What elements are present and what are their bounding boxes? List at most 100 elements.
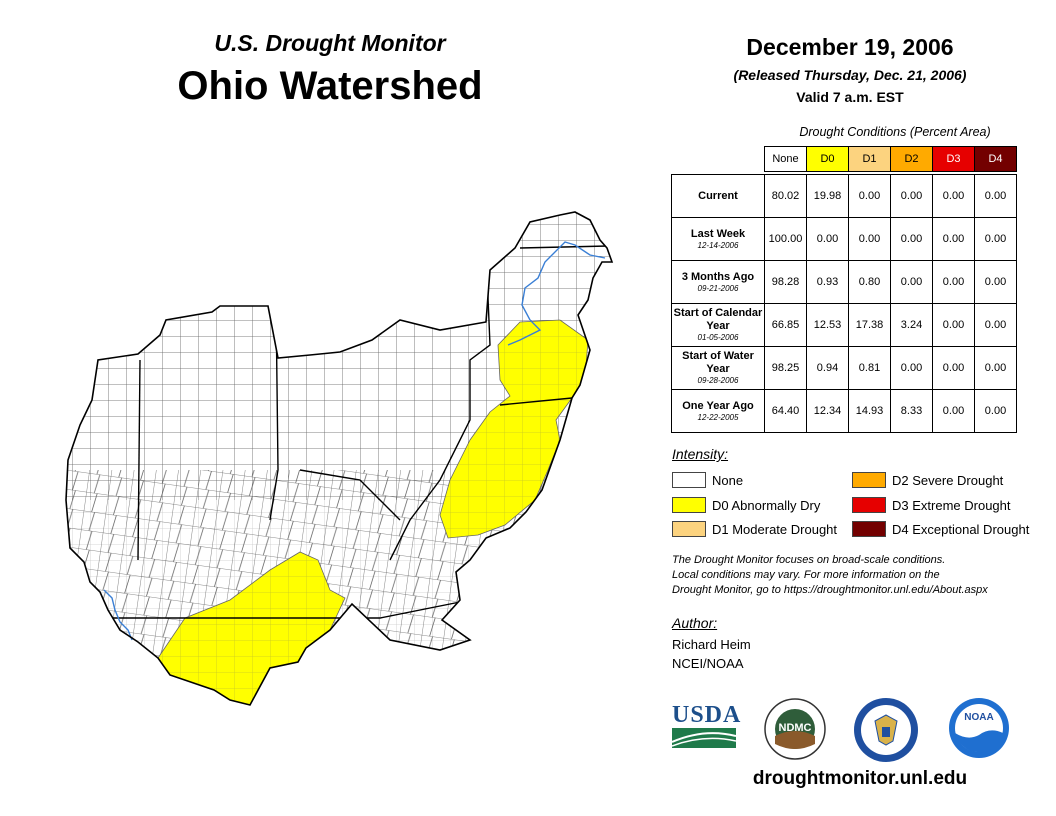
legend-title: Intensity: (672, 446, 729, 462)
legend-swatch (852, 472, 886, 488)
legend-swatch (852, 497, 886, 513)
usda-logo-swoosh (671, 728, 737, 748)
basin-region (65, 211, 613, 706)
column-header-d3: D3 (932, 146, 975, 172)
table-cell: 0.00 (890, 346, 933, 390)
table-cell: 8.33 (890, 389, 933, 433)
table-cell: 0.00 (806, 217, 849, 261)
map-subtitle: U.S. Drought Monitor (214, 30, 446, 56)
watershed-map (65, 211, 613, 706)
disclaimer-note: The Drought Monitor focuses on broad-sca… (672, 553, 1052, 598)
usda-logo: USDA (671, 702, 742, 748)
row-label-text: Start of Water Year (682, 350, 754, 375)
table-row: Start of Calendar Year 01-05-2006 66.85 12.… (671, 303, 1017, 347)
legend-label: D2 Severe Drought (892, 472, 1004, 488)
table-cell: 0.00 (848, 217, 891, 261)
table-cell: 0.00 (932, 174, 975, 218)
legend-label: D0 Abnormally Dry (712, 497, 821, 513)
drought-conditions-table: None D0 D1 D2 D3 D4 Current 80.02 19.98 0.00 0.00 0… (671, 146, 1017, 433)
table-row: 3 Months Ago 09-21-2006 98.28 0.93 0.80 0.00 0… (671, 260, 1017, 304)
ndmc-logo: NDMC (764, 698, 826, 760)
table-cell: 0.00 (932, 346, 975, 390)
ndmc-seal (764, 698, 826, 760)
row-date: 12-14-2006 (697, 240, 739, 250)
noaa-logo: NOAA (948, 697, 1010, 759)
column-header-d0: D0 (806, 146, 849, 172)
river-allegheny (507, 241, 606, 346)
column-header-d2: D2 (890, 146, 933, 172)
map-title: Ohio Watershed (177, 64, 483, 108)
legend-swatch (672, 497, 706, 513)
legend-item-d0: D0 Abnormally Dry (672, 497, 820, 513)
legend-label: D4 Exceptional Drought (892, 521, 1030, 537)
legend-label: D1 Moderate Drought (712, 521, 838, 537)
river-mississippi (103, 589, 133, 641)
table-cell: 98.25 (764, 346, 807, 390)
legend-item-none: None (672, 472, 743, 488)
row-label-text: One Year Ago (682, 399, 754, 412)
legend-item-d4: D4 Exceptional Drought (852, 521, 1029, 537)
release-date: (Released Thursday, Dec. 21, 2006) (733, 67, 967, 83)
legend-swatch (672, 521, 706, 537)
ndmc-label: NDMC (778, 722, 812, 734)
website-url[interactable]: droughtmonitor.unl.edu (752, 768, 968, 789)
legend-label: D3 Extreme Drought (892, 497, 1011, 513)
note-line: Local conditions may vary. For more info… (672, 569, 940, 581)
table-row: Start of Water Year 09-28-2006 98.25 0.94 0.… (671, 346, 1017, 390)
table-cell: 0.81 (848, 346, 891, 390)
table-cell: 0.00 (974, 346, 1017, 390)
legend-swatch (852, 521, 886, 537)
table-row: Current 80.02 19.98 0.00 0.00 0.00 0.00 (671, 174, 1017, 218)
legend-item-d1: D1 Moderate Drought (672, 521, 837, 537)
legend-label: None (712, 472, 744, 488)
row-label: Last Week 12-14-2006 (671, 217, 765, 261)
table-cell: 12.53 (806, 303, 849, 347)
table-caption: Drought Conditions (Percent Area) (799, 125, 991, 139)
table-cell: 80.02 (764, 174, 807, 218)
rivers (103, 241, 606, 641)
noaa-label: NOAA (964, 712, 994, 723)
table-cell: 19.98 (806, 174, 849, 218)
author-name: Richard Heim (672, 637, 751, 652)
note-line: Drought Monitor, go to https://droughtmo… (672, 584, 988, 596)
column-header-d1: D1 (848, 146, 891, 172)
table-cell: 0.00 (974, 389, 1017, 433)
table-cell: 0.94 (806, 346, 849, 390)
author-org: NCEI/NOAA (672, 656, 744, 671)
table-cell: 0.93 (806, 260, 849, 304)
table-cell: 0.00 (932, 389, 975, 433)
state-lines (110, 245, 609, 619)
table-cell: 0.00 (890, 217, 933, 261)
table-cell: 98.28 (764, 260, 807, 304)
column-header-none: None (764, 146, 807, 172)
table-cell: 0.00 (890, 174, 933, 218)
row-label-text: Start of Calendar Year (673, 307, 763, 332)
map-date: December 19, 2006 (746, 34, 954, 60)
table-cell: 0.00 (932, 260, 975, 304)
row-date: 12-22-2005 (697, 412, 739, 422)
row-label: Start of Water Year 09-28-2006 (671, 346, 765, 390)
table-cell: 17.38 (848, 303, 891, 347)
note-line: The Drought Monitor focuses on broad-sca… (672, 554, 946, 566)
table-corner (672, 147, 765, 172)
legend-swatch (672, 472, 706, 488)
usda-logo-text: USDA (672, 702, 742, 728)
row-date: 09-28-2006 (697, 376, 739, 385)
row-label: Current (671, 174, 765, 218)
table-cell: 66.85 (764, 303, 807, 347)
row-date: 01-05-2006 (697, 333, 739, 342)
table-cell: 0.00 (848, 174, 891, 218)
table-cell: 0.00 (890, 260, 933, 304)
table-cell: 0.00 (974, 303, 1017, 347)
row-label: Start of Calendar Year 01-05-2006 (671, 303, 765, 347)
table-cell: 0.00 (932, 303, 975, 347)
row-label-text: Current (698, 189, 738, 202)
row-label: One Year Ago 12-22-2005 (671, 389, 765, 433)
noaa-seal (949, 698, 1009, 758)
valid-time: Valid 7 a.m. EST (796, 89, 904, 105)
table-row: One Year Ago 12-22-2005 64.40 12.34 14.93 8.3… (671, 389, 1017, 433)
legend-item-d2: D2 Severe Drought (852, 472, 1003, 488)
table-cell: 14.93 (848, 389, 891, 433)
table-cell: 0.00 (974, 217, 1017, 261)
row-label-text: Last Week (690, 227, 746, 240)
